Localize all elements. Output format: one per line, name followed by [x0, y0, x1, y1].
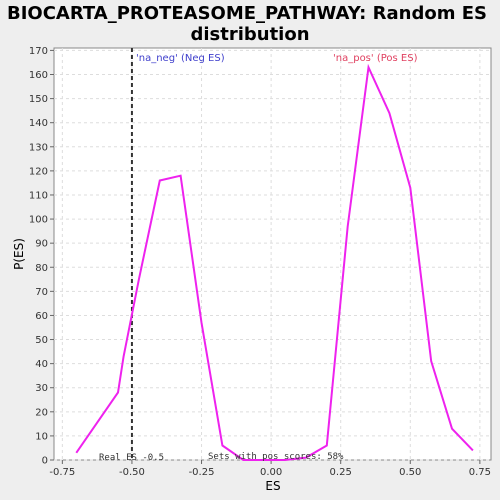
x-tick-label: -0.75	[49, 467, 75, 478]
x-tick-label: -0.50	[119, 467, 145, 478]
y-tick-label: 120	[29, 166, 48, 177]
y-tick-label: 10	[35, 431, 48, 442]
y-tick-label: 20	[35, 407, 48, 418]
y-tick-label: 100	[29, 215, 48, 226]
real-es-label: Real ES -0.5	[99, 453, 164, 463]
x-tick-label: 0.75	[469, 467, 491, 478]
x-axis-label: ES	[265, 479, 280, 493]
x-tick-label: 0.50	[399, 467, 421, 478]
y-tick-label: 30	[35, 383, 48, 394]
pos-es-label: 'na_pos' (Pos ES)	[333, 53, 418, 64]
y-tick-label: 60	[35, 311, 48, 322]
pos-scores-label: Sets with pos scores: 58%	[208, 452, 344, 462]
y-tick-label: 80	[35, 263, 48, 274]
y-tick-label: 90	[35, 239, 48, 250]
chart-title-line1: BIOCARTA_PROTEASOME_PATHWAY: Random ES	[7, 3, 487, 24]
y-tick-label: 170	[29, 46, 48, 57]
y-tick-label: 110	[29, 190, 48, 201]
y-tick-label: 70	[35, 287, 48, 298]
y-tick-label: 140	[29, 118, 48, 129]
y-axis-ticks: 0 10 20 30 40 50 60 70 80 90 100 110 120 130 140 150 160…	[29, 46, 54, 467]
y-tick-label: 160	[29, 70, 48, 81]
x-tick-label: 0.25	[330, 467, 352, 478]
y-tick-label: 0	[42, 456, 48, 467]
x-tick-label: -0.25	[189, 467, 215, 478]
plot-area	[53, 47, 492, 461]
y-tick-label: 130	[29, 142, 48, 153]
series-line	[75, 63, 474, 461]
x-axis-ticks: -0.75 -0.50 -0.25 0.00 0.25 0.50 0.75	[49, 460, 491, 478]
y-axis-label: P(ES)	[12, 238, 26, 270]
neg-es-label: 'na_neg' (Neg ES)	[136, 53, 225, 64]
y-tick-label: 40	[35, 359, 48, 370]
chart-title-line2: distribution	[190, 24, 309, 45]
x-tick-label: 0.00	[260, 467, 282, 478]
y-tick-label: 50	[35, 335, 48, 346]
y-tick-label: 150	[29, 94, 48, 105]
